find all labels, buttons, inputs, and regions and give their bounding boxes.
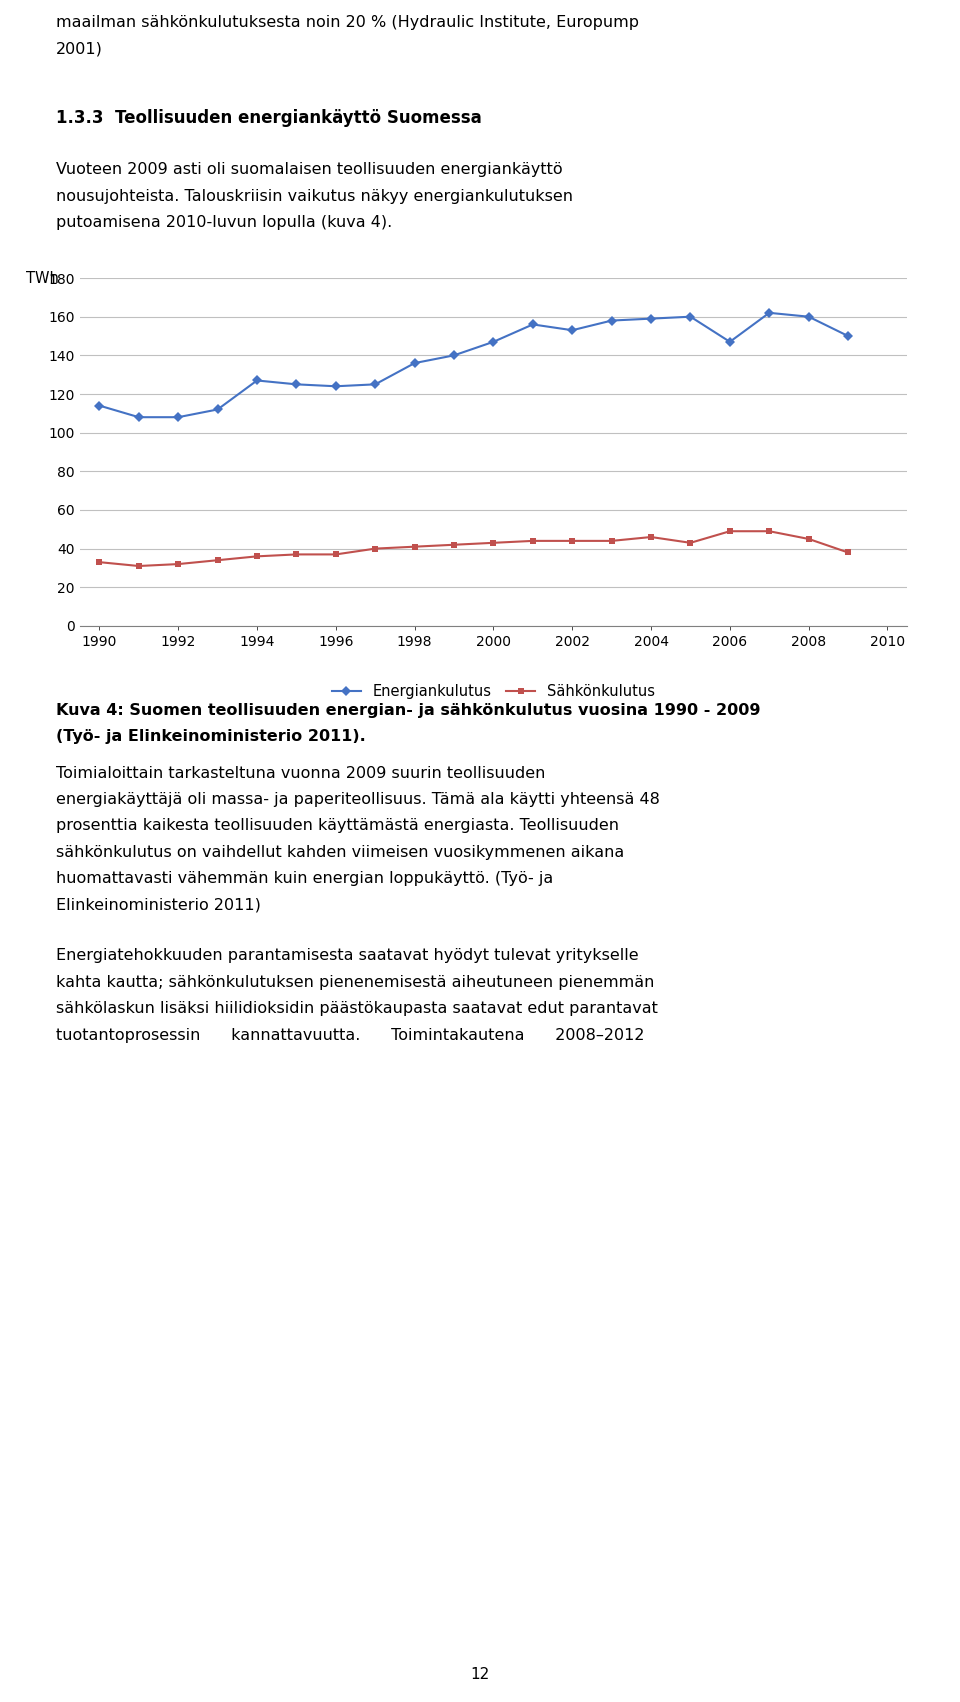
- Text: Kuva 4: Suomen teollisuuden energian- ja sähkönkulutus vuosina 1990 - 2009: Kuva 4: Suomen teollisuuden energian- ja…: [56, 703, 760, 718]
- Text: prosenttia kaikesta teollisuuden käyttämästä energiasta. Teollisuuden: prosenttia kaikesta teollisuuden käyttäm…: [56, 819, 618, 834]
- Text: 1.3.3  Teollisuuden energiankäyttö Suomessa: 1.3.3 Teollisuuden energiankäyttö Suomes…: [56, 109, 481, 126]
- Text: Energiatehokkuuden parantamisesta saatavat hyödyt tulevat yritykselle: Energiatehokkuuden parantamisesta saatav…: [56, 948, 638, 963]
- Text: Elinkeinoministerio 2011): Elinkeinoministerio 2011): [56, 897, 260, 912]
- Text: 2001): 2001): [56, 41, 103, 56]
- Text: kahta kautta; sähkönkulutuksen pienenemisestä aiheutuneen pienemmän: kahta kautta; sähkönkulutuksen pienenemi…: [56, 975, 654, 991]
- Text: (Työ- ja Elinkeinoministerio 2011).: (Työ- ja Elinkeinoministerio 2011).: [56, 728, 366, 744]
- Text: Vuoteen 2009 asti oli suomalaisen teollisuuden energiankäyttö: Vuoteen 2009 asti oli suomalaisen teolli…: [56, 162, 563, 177]
- Legend: Energiankulutus, Sähkönkulutus: Energiankulutus, Sähkönkulutus: [326, 679, 660, 705]
- Text: energiakäyttäjä oli massa- ja paperiteollisuus. Tämä ala käytti yhteensä 48: energiakäyttäjä oli massa- ja paperiteol…: [56, 791, 660, 807]
- Text: Toimialoittain tarkasteltuna vuonna 2009 suurin teollisuuden: Toimialoittain tarkasteltuna vuonna 2009…: [56, 766, 545, 781]
- Text: nousujohteista. Talouskriisin vaikutus näkyy energiankulutuksen: nousujohteista. Talouskriisin vaikutus n…: [56, 189, 573, 204]
- Text: tuotantoprosessin      kannattavuutta.      Toimintakautena      2008–2012: tuotantoprosessin kannattavuutta. Toimin…: [56, 1028, 644, 1043]
- Text: huomattavasti vähemmän kuin energian loppukäyttö. (Työ- ja: huomattavasti vähemmän kuin energian lop…: [56, 871, 553, 887]
- Text: 12: 12: [470, 1666, 490, 1682]
- Text: maailman sähkönkulutuksesta noin 20 % (Hydraulic Institute, Europump: maailman sähkönkulutuksesta noin 20 % (H…: [56, 15, 638, 31]
- Text: sähkönkulutus on vaihdellut kahden viimeisen vuosikymmenen aikana: sähkönkulutus on vaihdellut kahden viime…: [56, 844, 624, 860]
- Y-axis label: TWh: TWh: [26, 271, 59, 286]
- Text: sähkölaskun lisäksi hiilidioksidin päästökaupasta saatavat edut parantavat: sähkölaskun lisäksi hiilidioksidin pääst…: [56, 1001, 658, 1016]
- Text: putoamisena 2010-luvun lopulla (kuva 4).: putoamisena 2010-luvun lopulla (kuva 4).: [56, 214, 392, 230]
